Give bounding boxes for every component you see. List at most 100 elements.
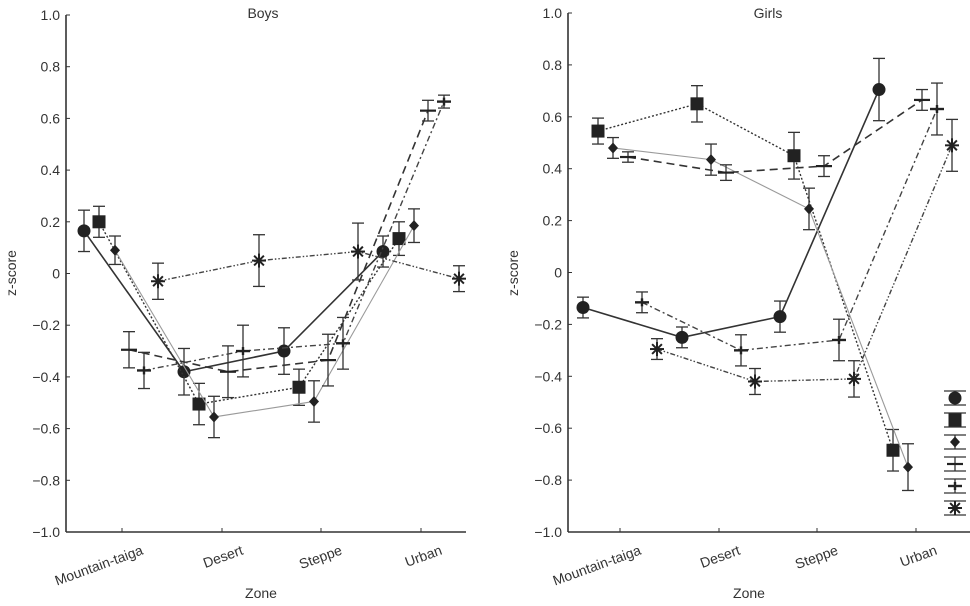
y-tick-label: 0 <box>52 266 60 282</box>
panel-boys: 1.0 0.8 0.6 0.4 0.2 0 −0.2 −0.4 −0.6 −0.8 −1.0 Moun… <box>3 5 466 601</box>
data-point-square <box>591 124 605 138</box>
series-square <box>591 85 900 472</box>
data-point-diamond <box>608 142 618 154</box>
data-point-diamond <box>903 461 913 473</box>
x-tick-label: Desert <box>698 542 742 571</box>
series-plus-dashdot <box>137 94 451 390</box>
data-point-plus <box>734 346 748 355</box>
y-tick-label: 0.8 <box>41 59 61 75</box>
data-point-circle <box>177 365 191 379</box>
y-tick-label: 0.6 <box>543 109 563 125</box>
y-tick-label: 1.0 <box>41 7 61 23</box>
data-point-asterisk <box>945 138 959 153</box>
y-tick-label: 1.0 <box>543 5 563 21</box>
data-point-square <box>690 97 704 111</box>
series-line <box>157 250 460 282</box>
y-axis-title: z-score <box>3 250 19 296</box>
series-line <box>83 230 384 373</box>
series-plus-dashdot <box>635 82 944 367</box>
series-asterisk <box>151 222 466 301</box>
data-point-circle <box>773 310 787 324</box>
y-tick-label: −0.8 <box>534 472 562 488</box>
y-tick-label: −0.4 <box>32 369 60 385</box>
series-square <box>92 205 406 426</box>
data-point-asterisk <box>650 342 664 357</box>
y-tick-label: 0.4 <box>543 161 563 177</box>
y-tick-label: 0.6 <box>41 110 61 126</box>
legend-marker-asterisk <box>948 501 962 515</box>
data-point-square <box>392 232 406 246</box>
series-line <box>114 225 415 418</box>
data-point-circle <box>872 83 886 97</box>
y-tick-label: −0.4 <box>534 368 562 384</box>
series-line <box>143 101 445 372</box>
data-point-asterisk <box>252 253 266 268</box>
series-line <box>627 99 923 174</box>
data-point-diamond <box>309 395 319 407</box>
x-tick-label: Mountain-taiga <box>551 542 644 589</box>
y-tick-label: 0.4 <box>41 162 61 178</box>
panel-title: Girls <box>754 5 783 21</box>
y-axis-title: z-score <box>505 250 521 296</box>
legend-item-asterisk <box>944 500 966 516</box>
y-tick-label: 0 <box>554 265 562 281</box>
series-circle <box>77 209 390 396</box>
data-point-circle <box>77 224 91 238</box>
data-point-asterisk <box>748 374 762 389</box>
data-point-square <box>192 397 206 411</box>
data-point-plus <box>437 97 451 106</box>
data-point-asterisk <box>847 371 861 386</box>
series-line <box>641 108 938 352</box>
data-point-asterisk <box>452 271 466 286</box>
series-diamond <box>109 208 420 439</box>
series-line <box>597 103 894 451</box>
y-tick-label: −0.6 <box>32 421 60 437</box>
legend-marker-diamond <box>950 436 960 448</box>
data-point-square <box>787 149 801 163</box>
x-tick-label: Steppe <box>297 542 344 572</box>
legend-item-square <box>944 412 966 428</box>
legend-marker-plus <box>948 482 962 490</box>
data-point-plus <box>336 339 350 348</box>
x-tick-label: Mountain-taiga <box>53 542 146 589</box>
data-point-diamond <box>706 154 716 166</box>
series-plus-dashed <box>620 88 930 182</box>
data-point-circle <box>376 245 390 259</box>
series-line <box>612 147 909 468</box>
data-point-square <box>886 443 900 457</box>
data-point-square <box>92 215 106 229</box>
panel-girls: 1.0 0.8 0.6 0.4 0.2 0 −0.2 −0.4 −0.6 −0.8 −1.0 Moun… <box>505 5 970 601</box>
y-tick-label: −1.0 <box>534 524 562 540</box>
y-tick-label: −1.0 <box>32 524 60 540</box>
data-point-square <box>292 380 306 394</box>
y-tick-label: −0.8 <box>32 472 60 488</box>
x-tick-label: Desert <box>201 542 245 571</box>
data-point-plus <box>236 347 250 356</box>
legend-item-circle <box>944 390 966 406</box>
y-tick-label: 0.8 <box>543 57 563 73</box>
data-point-diamond <box>209 411 219 423</box>
data-point-diamond <box>804 203 814 215</box>
data-point-plus <box>635 298 649 307</box>
panel-title: Boys <box>247 5 278 21</box>
y-tick-label: −0.2 <box>534 316 562 332</box>
y-tick-label: 0.2 <box>543 213 563 229</box>
legend-item-plus-dashdot <box>944 478 966 494</box>
x-axis-title: Zone <box>245 585 277 601</box>
x-tick-label: Steppe <box>793 542 840 572</box>
series-diamond <box>607 136 914 492</box>
data-point-plus <box>930 105 944 114</box>
y-tick-label: −0.6 <box>534 420 562 436</box>
data-point-diamond <box>409 220 419 232</box>
data-point-plus <box>832 335 846 344</box>
series-asterisk <box>650 118 959 398</box>
series-line <box>656 145 953 383</box>
series-circle <box>576 57 886 349</box>
data-point-circle <box>675 330 689 344</box>
legend <box>944 390 966 516</box>
data-point-diamond <box>110 244 120 256</box>
data-point-asterisk <box>151 274 165 289</box>
series-line <box>582 89 880 339</box>
legend-item-plus-dashed <box>944 456 966 472</box>
